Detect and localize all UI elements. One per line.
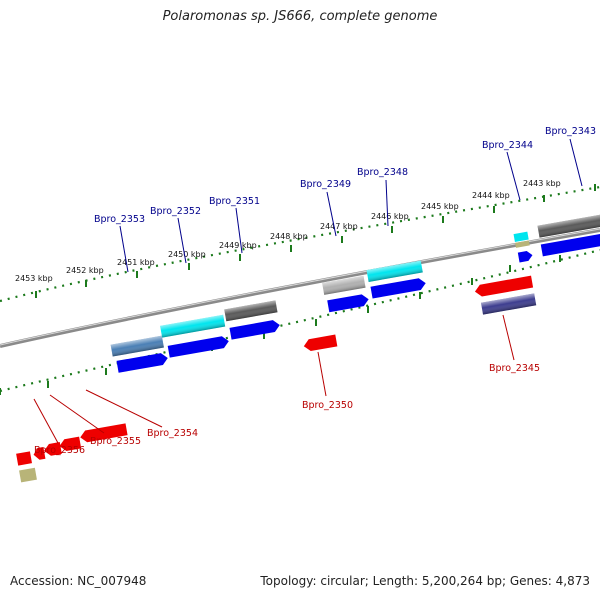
cds-2344-arrow[interactable] <box>517 250 534 263</box>
map-title: Polaromonas sp. JS666, complete genome <box>162 9 438 24</box>
gene-edge-red[interactable] <box>16 451 32 466</box>
inner-tick-ring <box>0 248 600 393</box>
tick-label-2453: 2453 kbp <box>15 274 53 283</box>
tick-label-2447: 2447 kbp <box>320 222 358 231</box>
gene-blocks <box>16 213 600 483</box>
cds-2345-arrow[interactable] <box>474 275 534 298</box>
cds-2343-arrow[interactable] <box>540 231 600 257</box>
tick-label-2446: 2446 kbp <box>371 212 409 221</box>
leader-lines <box>33 138 583 444</box>
gene-label-2352[interactable]: Bpro_2352 <box>150 206 201 217</box>
gene-label-2355[interactable]: Bpro_2355 <box>90 436 141 447</box>
cds-2356-arrow[interactable] <box>43 442 62 457</box>
cds-2355-arrow[interactable] <box>58 436 82 452</box>
tick-label-2449: 2449 kbp <box>219 241 257 250</box>
tick-label-2443: 2443 kbp <box>523 179 561 188</box>
gene-label-2351[interactable]: Bpro_2351 <box>209 196 260 207</box>
tick-label-2448: 2448 kbp <box>270 232 308 241</box>
cds-2353-arrow[interactable] <box>116 352 169 373</box>
gene-label-2349[interactable]: Bpro_2349 <box>300 179 351 190</box>
tick-label-2450: 2450 kbp <box>168 250 206 259</box>
genome-backbone <box>0 228 600 348</box>
tick-label-2445: 2445 kbp <box>421 202 459 211</box>
gene-2344b-feature[interactable] <box>515 240 530 248</box>
gene-labels: Bpro_2343 Bpro_2344 Bpro_2345 Bpro_2348 … <box>34 126 596 456</box>
gene-label-2350[interactable]: Bpro_2350 <box>302 400 353 411</box>
gene-label-2345[interactable]: Bpro_2345 <box>489 363 540 374</box>
gene-label-2343[interactable]: Bpro_2343 <box>545 126 596 137</box>
cds-2352-arrow[interactable] <box>167 335 230 358</box>
gene-label-2354[interactable]: Bpro_2354 <box>147 428 198 439</box>
gene-2344-feature[interactable] <box>513 231 529 242</box>
cds-2350-arrow[interactable] <box>303 334 338 353</box>
cds-2348-arrow[interactable] <box>370 277 426 299</box>
accession-text: Accession: NC_007948 <box>10 574 147 588</box>
tick-label-2444: 2444 kbp <box>472 191 510 200</box>
cds-2349-arrow[interactable] <box>327 293 369 313</box>
tick-label-2452: 2452 kbp <box>66 266 104 275</box>
cds-2357-arrow[interactable] <box>33 446 46 461</box>
gene-label-2344[interactable]: Bpro_2344 <box>482 140 533 151</box>
gene-edge-khaki[interactable] <box>19 467 37 483</box>
kbp-tick-labels: 2443 kbp 2444 kbp 2445 kbp 2446 kbp 2447… <box>15 179 561 283</box>
gene-label-2353[interactable]: Bpro_2353 <box>94 214 145 225</box>
cds-2351-arrow[interactable] <box>229 319 280 340</box>
gene-label-2356[interactable]: Bpro_2356 <box>34 445 85 456</box>
gene-label-2348[interactable]: Bpro_2348 <box>357 167 408 178</box>
topology-text: Topology: circular; Length: 5,200,264 bp… <box>260 574 590 588</box>
tick-label-2451: 2451 kbp <box>117 258 155 267</box>
